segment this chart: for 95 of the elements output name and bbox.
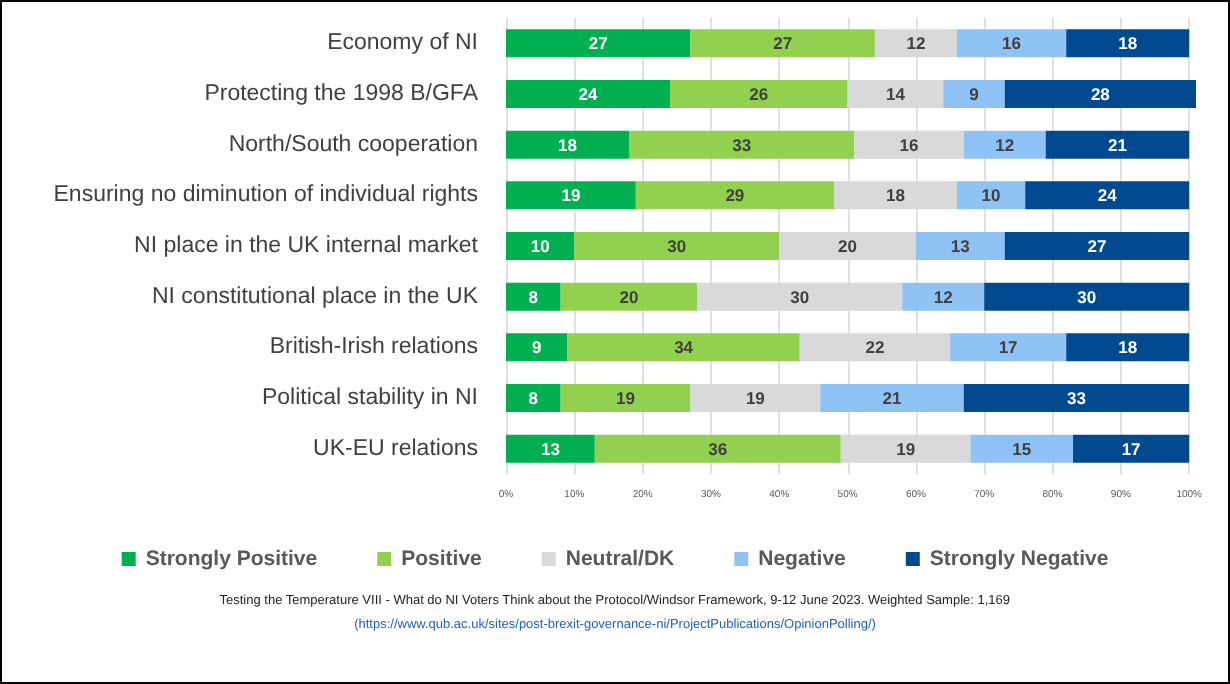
bar <box>690 29 875 58</box>
data-label: 10 <box>530 236 551 256</box>
bar <box>628 130 855 159</box>
data-label: 33 <box>732 134 752 155</box>
data-label: 27 <box>588 33 609 54</box>
data-label: 18 <box>1118 33 1138 54</box>
data-label: 20 <box>838 236 858 256</box>
y-tick-label: Ensuring no diminution of individual rights <box>53 183 479 208</box>
bar <box>1004 80 1196 108</box>
bar <box>594 434 841 463</box>
data-label: 17 <box>998 337 1019 358</box>
y-tick-label: Economy of NI <box>327 31 478 56</box>
bar <box>963 384 1190 412</box>
bar <box>567 333 800 362</box>
bar <box>506 130 629 159</box>
data-label: 13 <box>950 236 971 256</box>
y-tick-label: British-Irish relations <box>269 335 479 360</box>
bar <box>506 80 670 108</box>
data-label: 34 <box>674 337 694 358</box>
data-label: 8 <box>528 286 539 307</box>
data-label: 16 <box>899 134 920 155</box>
bar <box>635 181 834 210</box>
bar <box>560 282 698 311</box>
bar <box>950 333 1067 362</box>
bar <box>506 29 691 58</box>
bar <box>1073 434 1190 463</box>
bar <box>506 384 561 412</box>
legend-label: Negative <box>758 547 847 571</box>
data-label: 30 <box>1077 286 1097 307</box>
data-label: 18 <box>1118 337 1138 358</box>
data-label: 8 <box>528 388 539 408</box>
y-tick-label: Protecting the 1998 B/GFA <box>204 82 479 106</box>
bar <box>956 29 1067 58</box>
bar <box>963 130 1046 159</box>
data-label: 36 <box>708 438 728 459</box>
data-label: 26 <box>749 84 769 104</box>
data-label: 20 <box>619 286 639 307</box>
bar <box>1025 181 1190 210</box>
data-label: 24 <box>1097 185 1118 206</box>
data-label: 12 <box>906 33 926 54</box>
bar <box>915 232 1005 260</box>
bar <box>902 282 985 311</box>
data-label: 18 <box>885 185 906 206</box>
data-label: 10 <box>981 185 1002 206</box>
data-label: 14 <box>885 84 906 104</box>
data-label: 28 <box>1090 84 1111 104</box>
data-label: 21 <box>1107 134 1128 155</box>
data-label: 30 <box>790 286 810 307</box>
bar <box>560 384 691 412</box>
legend-label: Strongly Negative <box>929 547 1109 571</box>
bar <box>574 232 780 260</box>
bar <box>669 80 848 108</box>
bar <box>506 232 575 260</box>
data-label: 12 <box>995 134 1015 155</box>
data-label: 18 <box>558 134 578 155</box>
y-tick-label: NI constitutional place in the UK <box>151 284 479 309</box>
data-label: 19 <box>745 388 766 408</box>
data-label: 22 <box>865 337 885 358</box>
legend-label: Positive <box>401 547 483 571</box>
bar <box>1066 29 1190 58</box>
bar <box>1045 130 1190 159</box>
y-tick-label: Political stability in NI <box>261 386 478 410</box>
data-label: 27 <box>773 33 793 54</box>
bar <box>943 80 1005 108</box>
bar <box>970 434 1074 463</box>
data-label: 15 <box>1012 438 1032 459</box>
data-label: 24 <box>578 84 598 104</box>
data-label: 19 <box>616 388 636 408</box>
y-tick-label: NI place in the UK internal market <box>134 234 480 258</box>
data-label: 16 <box>1002 33 1022 54</box>
data-label: 30 <box>667 236 687 256</box>
bar <box>1004 232 1190 260</box>
data-label: 17 <box>1121 438 1142 459</box>
y-tick-label: North/South cooperation <box>228 132 478 157</box>
bar <box>506 434 595 463</box>
data-label: 9 <box>969 84 980 104</box>
bar <box>820 384 964 412</box>
data-label: 19 <box>896 438 916 459</box>
data-label: 21 <box>882 388 902 408</box>
legend-label: Strongly Positive <box>145 547 318 571</box>
bar <box>506 282 561 311</box>
data-label: 12 <box>933 286 954 307</box>
data-label: 29 <box>725 185 745 206</box>
y-tick-label: UK-EU relations <box>313 436 479 461</box>
data-label: 27 <box>1087 236 1107 256</box>
data-label: 13 <box>540 438 561 459</box>
bar <box>1066 333 1190 362</box>
bar <box>984 282 1190 311</box>
legend-label: Neutral/DK <box>565 547 676 571</box>
data-label: 9 <box>532 337 543 358</box>
data-label: 19 <box>561 185 581 206</box>
data-label: 33 <box>1066 388 1087 408</box>
bar <box>506 181 636 210</box>
bar <box>506 333 568 362</box>
bar <box>956 181 1026 210</box>
